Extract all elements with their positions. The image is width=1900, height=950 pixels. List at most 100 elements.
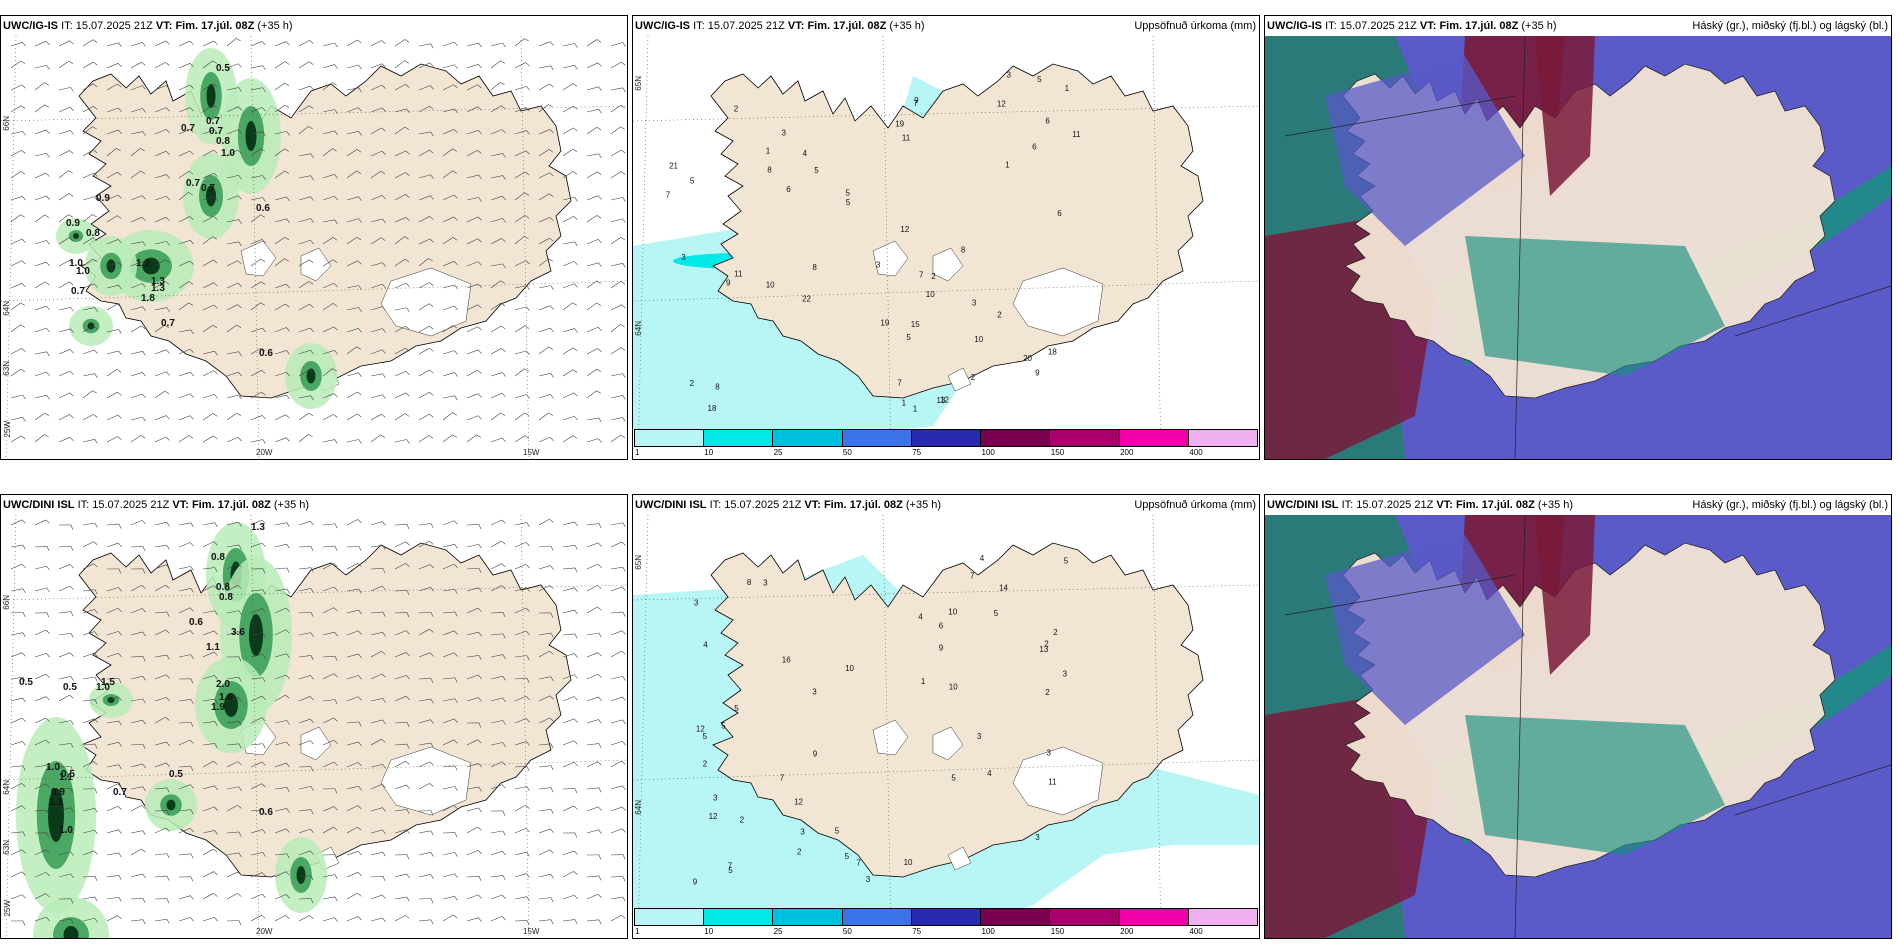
wind-barb bbox=[514, 655, 530, 661]
wind-barb bbox=[490, 784, 506, 790]
wind-barb bbox=[394, 236, 409, 245]
wind-barb bbox=[418, 369, 434, 377]
glacier-outline bbox=[872, 719, 909, 756]
wind-barb bbox=[442, 108, 458, 114]
wind-barb bbox=[322, 64, 338, 69]
glacier-outline bbox=[380, 746, 472, 816]
graticule-line bbox=[1514, 515, 1526, 938]
low-cloud-over-land bbox=[1325, 535, 1525, 725]
wind-barb bbox=[202, 585, 218, 592]
wind-barb bbox=[58, 150, 74, 157]
wind-barb bbox=[418, 282, 434, 289]
wind-barb bbox=[250, 239, 266, 245]
wind-barb bbox=[586, 108, 602, 114]
wind-barb bbox=[394, 108, 410, 114]
wind-barb bbox=[538, 676, 554, 682]
wind-barb bbox=[586, 585, 602, 592]
wind-barb bbox=[514, 587, 530, 592]
wind-barb bbox=[34, 82, 49, 91]
wind-barb bbox=[178, 329, 194, 335]
it-value: 15.07.2025 21Z bbox=[92, 499, 170, 511]
precip-amount-label: 7 bbox=[913, 99, 918, 108]
wind-barb bbox=[154, 544, 170, 550]
wind-barb bbox=[274, 871, 290, 878]
wind-barb bbox=[394, 60, 409, 69]
wind-barb bbox=[346, 307, 362, 312]
longitude-line bbox=[1152, 36, 1162, 459]
precip-value-label: 1.0 bbox=[46, 762, 60, 773]
wind-barb bbox=[202, 541, 218, 548]
wind-barb bbox=[322, 259, 338, 267]
wind-barb bbox=[586, 62, 602, 69]
precip-amount-label: 10 bbox=[766, 280, 775, 289]
wind-barb bbox=[418, 719, 434, 724]
wind-barb bbox=[442, 395, 458, 401]
wind-barb bbox=[370, 195, 386, 201]
precip-amount-label: 11 bbox=[902, 134, 911, 143]
wind-barb bbox=[370, 107, 386, 113]
wind-barb bbox=[226, 219, 242, 224]
wind-barb bbox=[250, 107, 266, 113]
wind-barb bbox=[178, 587, 194, 593]
legend-swatch bbox=[842, 909, 912, 925]
precip-amount-label: 3 bbox=[977, 732, 982, 741]
wind-barb bbox=[370, 394, 386, 399]
wind-barb bbox=[274, 808, 290, 813]
wind-barb bbox=[82, 214, 97, 223]
wind-barb bbox=[178, 260, 194, 267]
wind-barb bbox=[442, 350, 458, 355]
wind-barb bbox=[586, 368, 602, 377]
wind-barb bbox=[10, 741, 26, 746]
latitude-label: 64N bbox=[2, 301, 11, 316]
wind-barb bbox=[10, 170, 26, 179]
wind-barb bbox=[490, 372, 506, 377]
wind-barb bbox=[82, 808, 98, 813]
wind-barb bbox=[178, 607, 194, 614]
wind-barb bbox=[274, 762, 290, 768]
precip-value-label: 1.8 bbox=[141, 293, 155, 304]
wind-barb bbox=[586, 215, 602, 223]
wind-barb bbox=[346, 39, 362, 47]
wind-barb bbox=[34, 371, 50, 377]
wind-barb bbox=[562, 435, 578, 443]
legend-swatch bbox=[635, 909, 705, 925]
it-value: 15.07.2025 21Z bbox=[75, 20, 153, 32]
wind-barb bbox=[226, 437, 242, 443]
wind-barb bbox=[202, 172, 218, 179]
wind-barb bbox=[154, 62, 170, 69]
wind-barb bbox=[178, 784, 194, 790]
wind-barb bbox=[466, 415, 482, 421]
wind-barb bbox=[514, 828, 530, 834]
wind-barb bbox=[250, 589, 266, 595]
wind-barb bbox=[58, 106, 74, 113]
wind-barb bbox=[250, 677, 266, 683]
wind-barb bbox=[154, 787, 170, 793]
wind-barb bbox=[562, 148, 578, 157]
legend-tick-label: 1 bbox=[635, 927, 640, 936]
latitude-label: 63N bbox=[2, 840, 11, 855]
wind-barb bbox=[442, 698, 458, 704]
wind-barb bbox=[178, 654, 194, 660]
map-panel-wind-bottom: UWC/DINI ISL IT: 15.07.2025 21Z VT: Fim.… bbox=[0, 494, 628, 939]
wind-barb bbox=[298, 828, 314, 834]
precip-amount-label: 9 bbox=[726, 279, 731, 288]
precip-amount-label: 5 bbox=[845, 852, 850, 861]
latitude-label: 64N bbox=[2, 780, 11, 795]
wind-barb bbox=[34, 872, 50, 878]
wind-barb bbox=[250, 347, 266, 355]
wind-barb bbox=[610, 876, 626, 882]
wind-barb bbox=[10, 717, 26, 724]
wind-barb bbox=[106, 414, 122, 421]
wind-barb bbox=[442, 914, 458, 922]
precip-value-label: 0.8 bbox=[216, 136, 230, 147]
wind-barb bbox=[490, 519, 506, 526]
wind-barb bbox=[610, 434, 626, 443]
wind-barb bbox=[370, 585, 386, 592]
wind-barb bbox=[298, 369, 314, 377]
wind-barb bbox=[130, 719, 146, 725]
precip-amount-label: 2 bbox=[734, 105, 739, 114]
wind-barb bbox=[58, 392, 74, 399]
wind-barb bbox=[538, 285, 554, 290]
wind-barb bbox=[538, 787, 554, 793]
wind-barb bbox=[538, 919, 554, 925]
